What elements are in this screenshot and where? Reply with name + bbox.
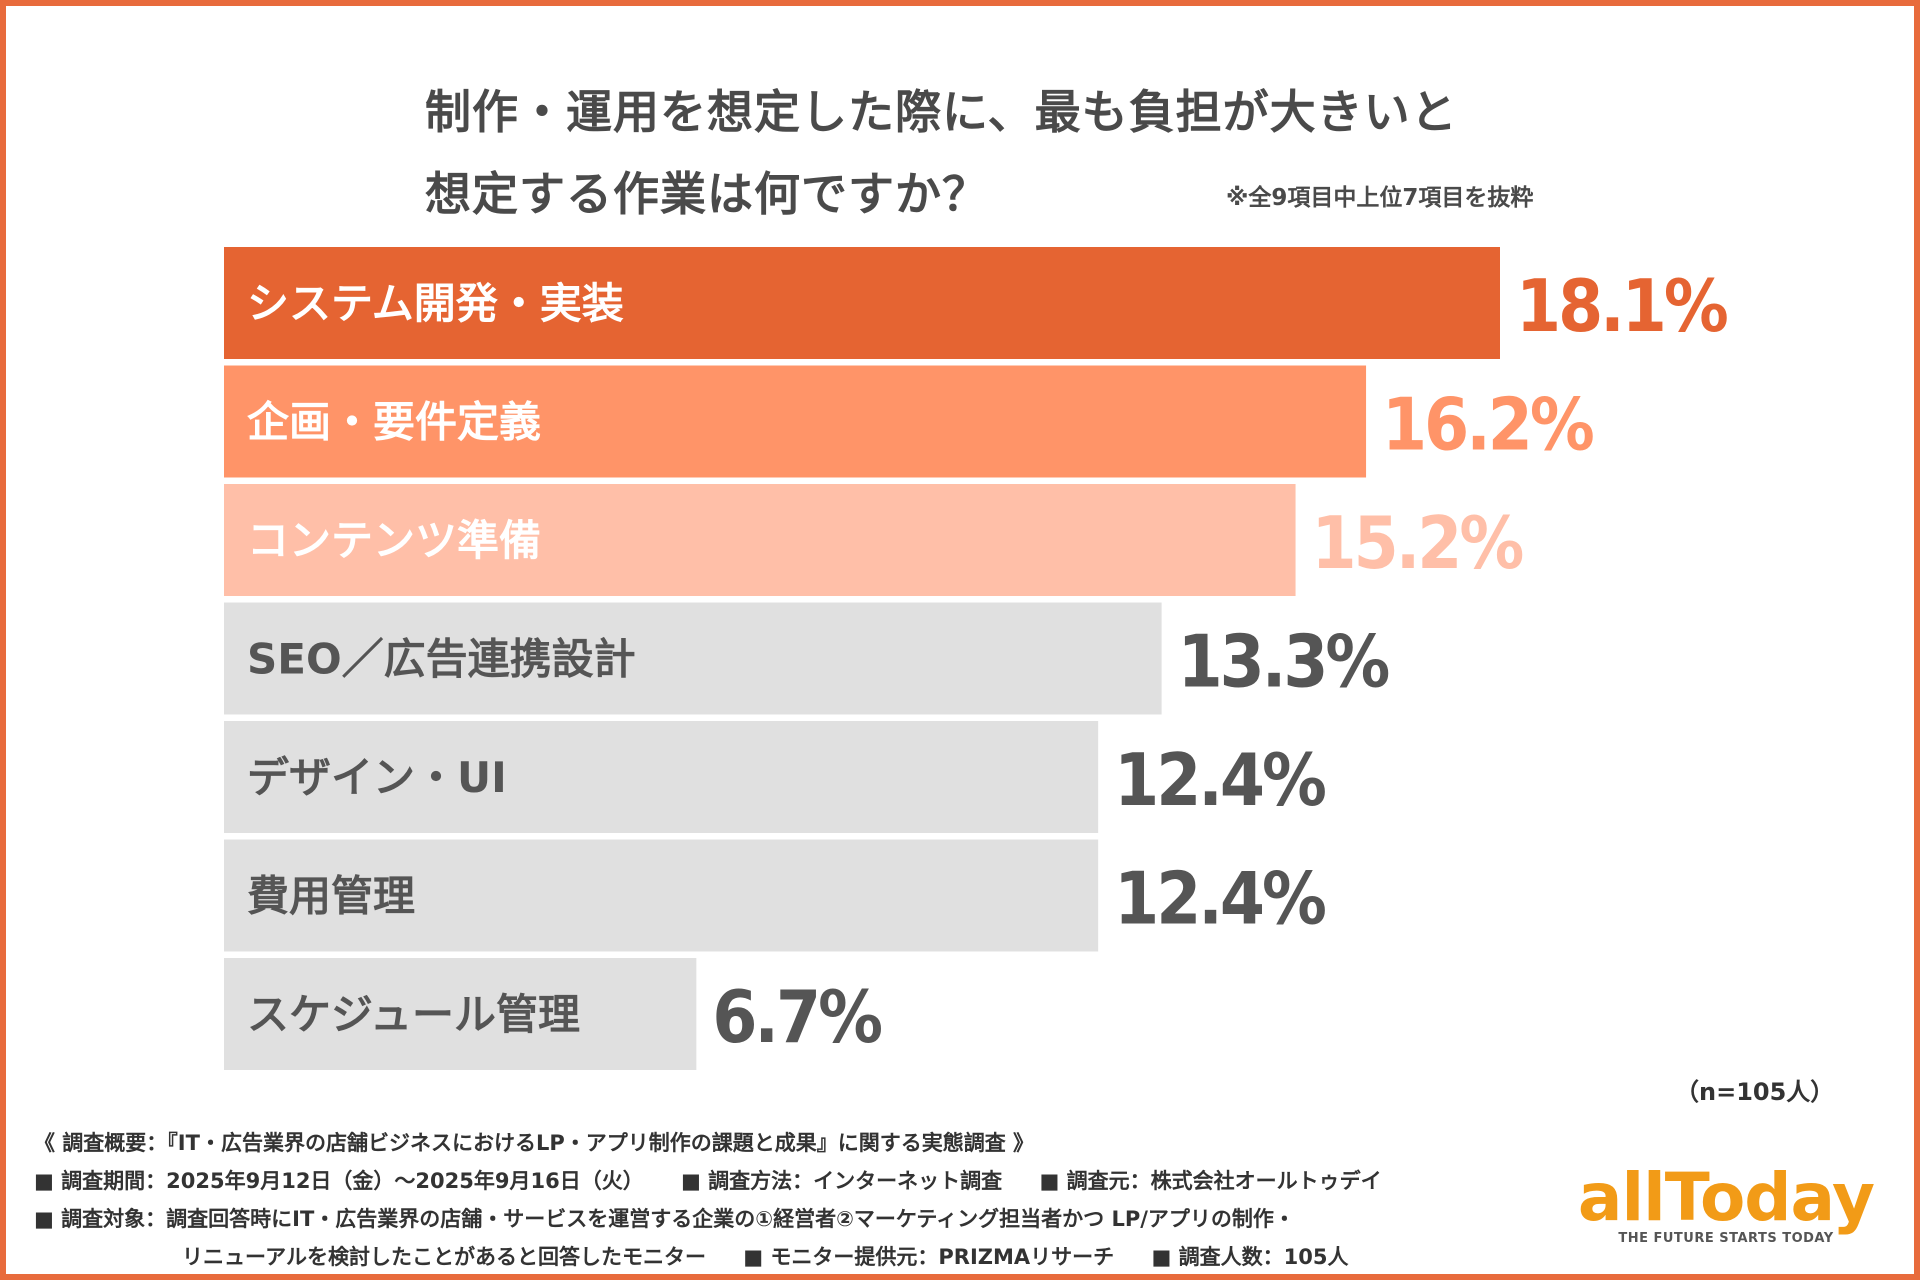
sample-size: （n=105人） (1675, 1078, 1835, 1106)
value-label-6: 12.4% (1114, 857, 1325, 941)
bar-4 (224, 602, 1162, 715)
bar-6 (224, 839, 1099, 952)
value-label-1: 18.1% (1516, 264, 1727, 348)
logo-tagline: THE FUTURE STARTS TODAY (1618, 1231, 1834, 1246)
category-label-5: デザイン・UI (247, 753, 507, 802)
survey-provider: ■ モニター提供元：PRIZMAリサーチ (743, 1245, 1115, 1269)
survey-target-line-1: ■ 調査対象：調査回答時にIT・広告業界の店舗・サービスを運営する企業の①経営者… (34, 1207, 1295, 1231)
category-label-7: スケジュール管理 (247, 990, 580, 1039)
survey-source: ■ 調査元：株式会社オールトゥデイ (1039, 1169, 1382, 1193)
survey-target-row-2: リニューアルを検討したことがあると回答したモニター ■ モニター提供元：PRIZ… (34, 1238, 1382, 1276)
bar-7 (224, 958, 697, 1070)
value-label-2: 16.2% (1382, 383, 1593, 467)
value-label-5: 12.4% (1114, 738, 1325, 822)
value-label-3: 15.2% (1312, 501, 1523, 585)
category-label-2: 企画・要件定義 (247, 398, 541, 447)
bar-2 (224, 365, 1367, 478)
chart-title-line-2: 想定する作業は何ですか？ (425, 167, 989, 221)
logo-wordmark: allToday (1577, 1159, 1875, 1236)
bar-1 (224, 247, 1500, 359)
category-label-1: システム開発・実装 (247, 279, 624, 328)
category-label-6: 費用管理 (247, 872, 415, 921)
chart-title-line-1: 制作・運用を想定した際に、最も負担が大きいと (425, 85, 1458, 139)
survey-info-row: ■ 調査期間：2025年9月12日（金）〜2025年9月16日（火） ■ 調査方… (34, 1162, 1382, 1200)
survey-count: ■ 調査人数：105人 (1151, 1245, 1349, 1269)
survey-target-line-2: リニューアルを検討したことがあると回答したモニター (182, 1245, 706, 1269)
company-logo: allToday THE FUTURE STARTS TODAY (1566, 1159, 1886, 1247)
category-label-3: コンテンツ準備 (247, 516, 541, 565)
survey-title: 《 調査概要：『IT・広告業界の店舗ビジネスにおけるLP・アプリ制作の課題と成果… (34, 1131, 1035, 1155)
value-label-7: 6.7% (712, 975, 881, 1059)
bar-chart: システム開発・実装 18.1% 企画・要件定義 16.2% コンテンツ準備 15.2% SE… (224, 247, 1730, 1070)
subset-note: ※全9項目中上位7項目を抜粋 (1226, 185, 1534, 211)
bar-5 (224, 721, 1099, 833)
survey-footer: 《 調査概要：『IT・広告業界の店舗ビジネスにおけるLP・アプリ制作の課題と成果… (34, 1124, 1382, 1276)
bar-3 (224, 484, 1296, 596)
value-label-4: 13.3% (1178, 620, 1389, 704)
survey-period: ■ 調査期間：2025年9月12日（金）〜2025年9月16日（火） (34, 1169, 644, 1193)
category-label-4: SEO／広告連携設計 (247, 635, 636, 684)
survey-method: ■ 調査方法：インターネット調査 (681, 1169, 1003, 1193)
